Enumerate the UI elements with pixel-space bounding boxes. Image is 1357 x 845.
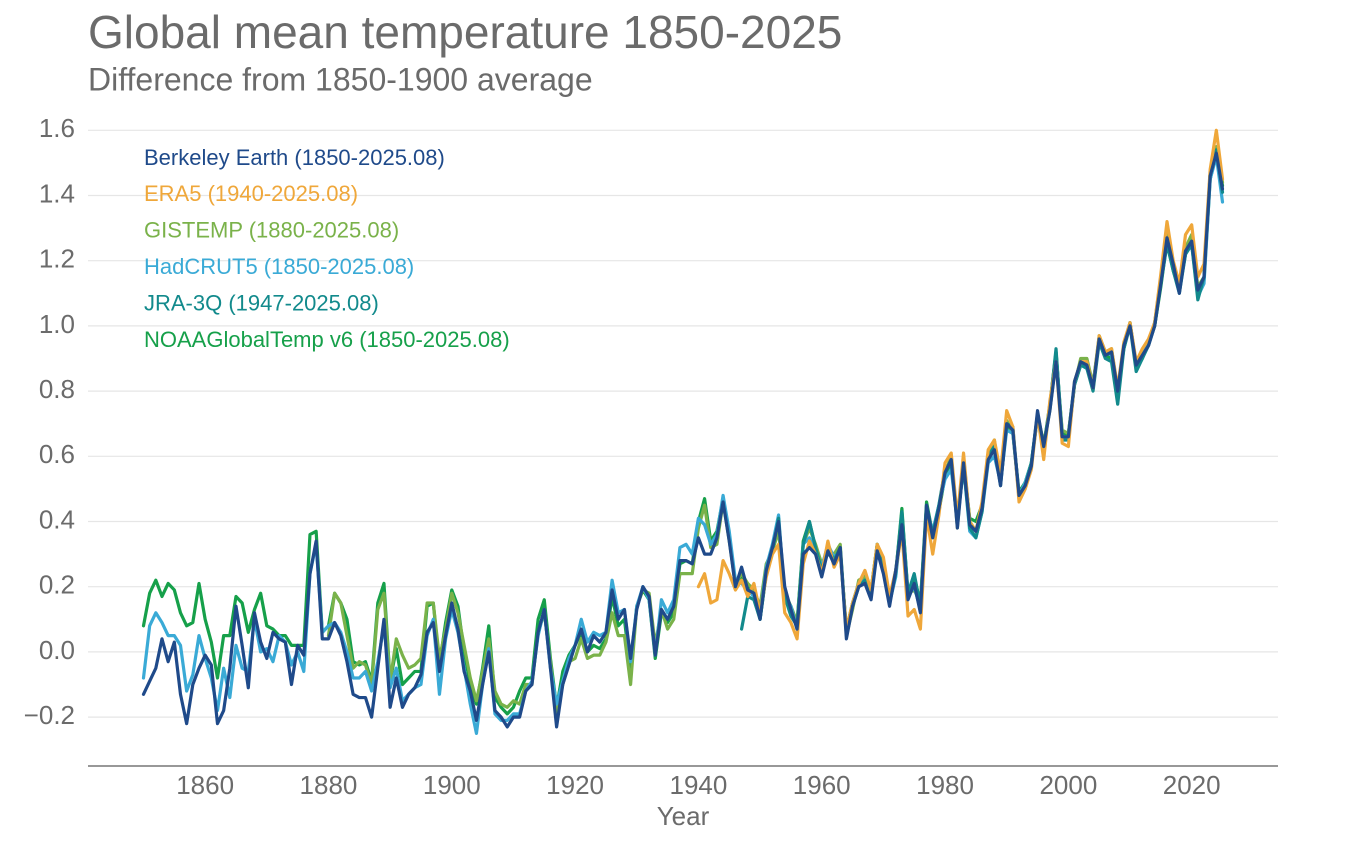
y-tick-label: 1.4 bbox=[39, 178, 75, 208]
legend-entry: ERA5 (1940-2025.08) bbox=[144, 181, 358, 206]
series-line bbox=[141, 151, 1225, 729]
y-tick-label: −0.2 bbox=[24, 700, 75, 730]
x-tick-label: 1900 bbox=[423, 770, 481, 800]
y-tick-label: 0.8 bbox=[39, 374, 75, 404]
x-tick-label: 2020 bbox=[1163, 770, 1221, 800]
x-tick-label: 1880 bbox=[300, 770, 358, 800]
legend-entry: GISTEMP (1880-2025.08) bbox=[144, 218, 399, 243]
y-tick-label: 0.0 bbox=[39, 635, 75, 665]
y-tick-label: 0.2 bbox=[39, 570, 75, 600]
chart-title: Global mean temperature 1850-2025 bbox=[88, 6, 842, 58]
x-tick-label: 1980 bbox=[916, 770, 974, 800]
legend-entry: JRA-3Q (1947-2025.08) bbox=[144, 290, 379, 315]
x-tick-label: 1860 bbox=[176, 770, 234, 800]
legend-entry: NOAAGlobalTemp v6 (1850-2025.08) bbox=[144, 327, 510, 352]
y-tick-label: 1.0 bbox=[39, 309, 75, 339]
x-tick-label: 1960 bbox=[793, 770, 851, 800]
x-axis-label: Year bbox=[657, 801, 710, 831]
y-tick-label: 1.6 bbox=[39, 113, 75, 143]
y-tick-label: 0.6 bbox=[39, 439, 75, 469]
legend-entry: HadCRUT5 (1850-2025.08) bbox=[144, 254, 414, 279]
y-tick-label: 0.4 bbox=[39, 504, 75, 534]
series-line bbox=[696, 128, 1225, 641]
x-tick-label: 2000 bbox=[1039, 770, 1097, 800]
x-tick-label: 1920 bbox=[546, 770, 604, 800]
x-tick-label: 1940 bbox=[669, 770, 727, 800]
series-line bbox=[326, 145, 1225, 716]
chart-subtitle: Difference from 1850-1900 average bbox=[88, 61, 593, 97]
legend-entry: Berkeley Earth (1850-2025.08) bbox=[144, 145, 445, 170]
y-tick-label: 1.2 bbox=[39, 244, 75, 274]
